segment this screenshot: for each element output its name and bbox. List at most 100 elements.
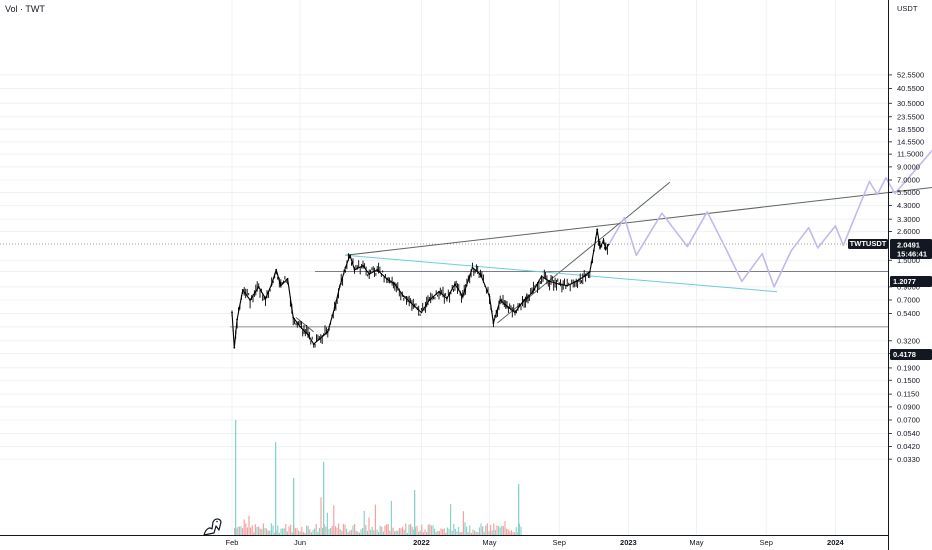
volume-bar [480,523,482,535]
volume-bar [331,525,333,535]
volume-bar [309,529,311,535]
volume-bar [248,515,250,535]
volume-bar [306,525,308,535]
volume-bar [474,530,476,535]
price-tick-label: 11.5000 [897,150,924,159]
price-tick-label: 0.0330 [897,455,920,464]
volume-bar [250,527,252,535]
volume-bar [475,531,477,535]
price-tick-label: 0.5400 [897,309,920,318]
volume-bar [477,532,479,535]
volume-bar [328,529,330,535]
volume-bar [258,526,260,535]
level-1-tag-bg [890,276,932,287]
volume-bar [283,528,285,535]
time-tick-label: 2022 [413,538,430,547]
volume-bar [384,525,386,535]
volume-bar [438,531,440,535]
volume-bar [243,519,245,535]
volume-bar [238,526,240,535]
volume-bar [352,525,354,535]
volume-bar [277,525,279,535]
volume-bar [510,530,512,535]
volume-bar [366,530,368,535]
volume-bar [397,530,399,535]
volume-bar [414,527,416,535]
volume-bar [427,524,429,535]
volume-bar [370,529,372,535]
volume-bar [373,530,375,535]
volume-bar [461,532,463,535]
level-1-tag: 1.2077 [890,276,932,287]
trendline-3 [345,254,778,293]
volume-bar [285,524,287,535]
volume-bar [338,523,340,535]
volume-bar [344,524,346,535]
volume-bar [330,528,332,535]
volume-bar [445,532,447,535]
price-tick-label: 0.7000 [897,296,920,305]
volume-bar [501,525,503,535]
time-tick-label: Feb [226,538,239,547]
level-2-tag-bg [890,349,932,360]
volume-bar [387,524,389,535]
volume-bar [454,528,456,535]
volume-bar [253,532,255,535]
price-tick-label: 0.1500 [897,376,920,385]
volume-bar [341,530,343,535]
tradingview-logo-icon[interactable] [203,518,222,536]
volume-bar [419,530,421,535]
volume-bar [470,532,472,535]
volume-bar [504,521,506,535]
volume-bar [282,528,284,535]
volume-bar [416,525,418,535]
time-tick-label: Sep [760,538,773,547]
volume-bar [403,529,405,535]
volume-bar [382,531,384,535]
volume-bar [290,524,292,535]
volume-bar [350,529,352,535]
volume-bar [498,526,500,535]
volume-bar [267,530,269,535]
volume-bar [400,528,402,535]
volume-bar [406,533,408,535]
price-tick-label: 3.3000 [897,215,920,224]
level-2-tag: 0.4178 [890,349,932,360]
volume-bar [378,531,380,535]
volume-bar [485,525,487,535]
volume-bar [334,526,336,535]
volume-bar [518,484,520,535]
volume-bar [262,523,264,535]
volume-bar [499,527,501,535]
logo-eye [216,520,218,523]
level-1-tag-text: 1.2077 [893,277,916,286]
volume-bar [490,525,492,535]
volume-bar [288,526,290,535]
volume-bar [432,525,434,535]
volume-bar [453,523,455,535]
volume-bar [301,526,303,535]
volume-bar [517,532,519,535]
volume-bar [251,525,253,535]
volume-bar [411,526,413,535]
countdown-label: 15:46:41 [897,250,927,259]
price-tick-label: 40.5500 [897,84,924,93]
volume-bar [398,528,400,535]
time-tick-label: Sep [553,538,566,547]
volume-bar [323,462,325,535]
time-tick-label: May [689,538,703,547]
time-axis[interactable]: Feb Jun 2022 May Sep 2023 May Sep 2024 [0,535,888,548]
volume-bar [307,525,309,535]
volume-bar [482,526,484,535]
volume-bar [422,532,424,535]
volume-bar [349,530,351,535]
volume-bar [424,529,426,535]
volume-bar [429,524,431,535]
time-tick-label: Jun [294,538,306,547]
volume-bar [261,528,263,535]
trendline-1 [345,187,932,256]
price-tag-bg [890,239,932,259]
price-axis[interactable]: USDT 52.5500 40.5500 30.5000 23.5500 18.5500 1… [888,0,924,550]
volume-bar [381,526,383,535]
